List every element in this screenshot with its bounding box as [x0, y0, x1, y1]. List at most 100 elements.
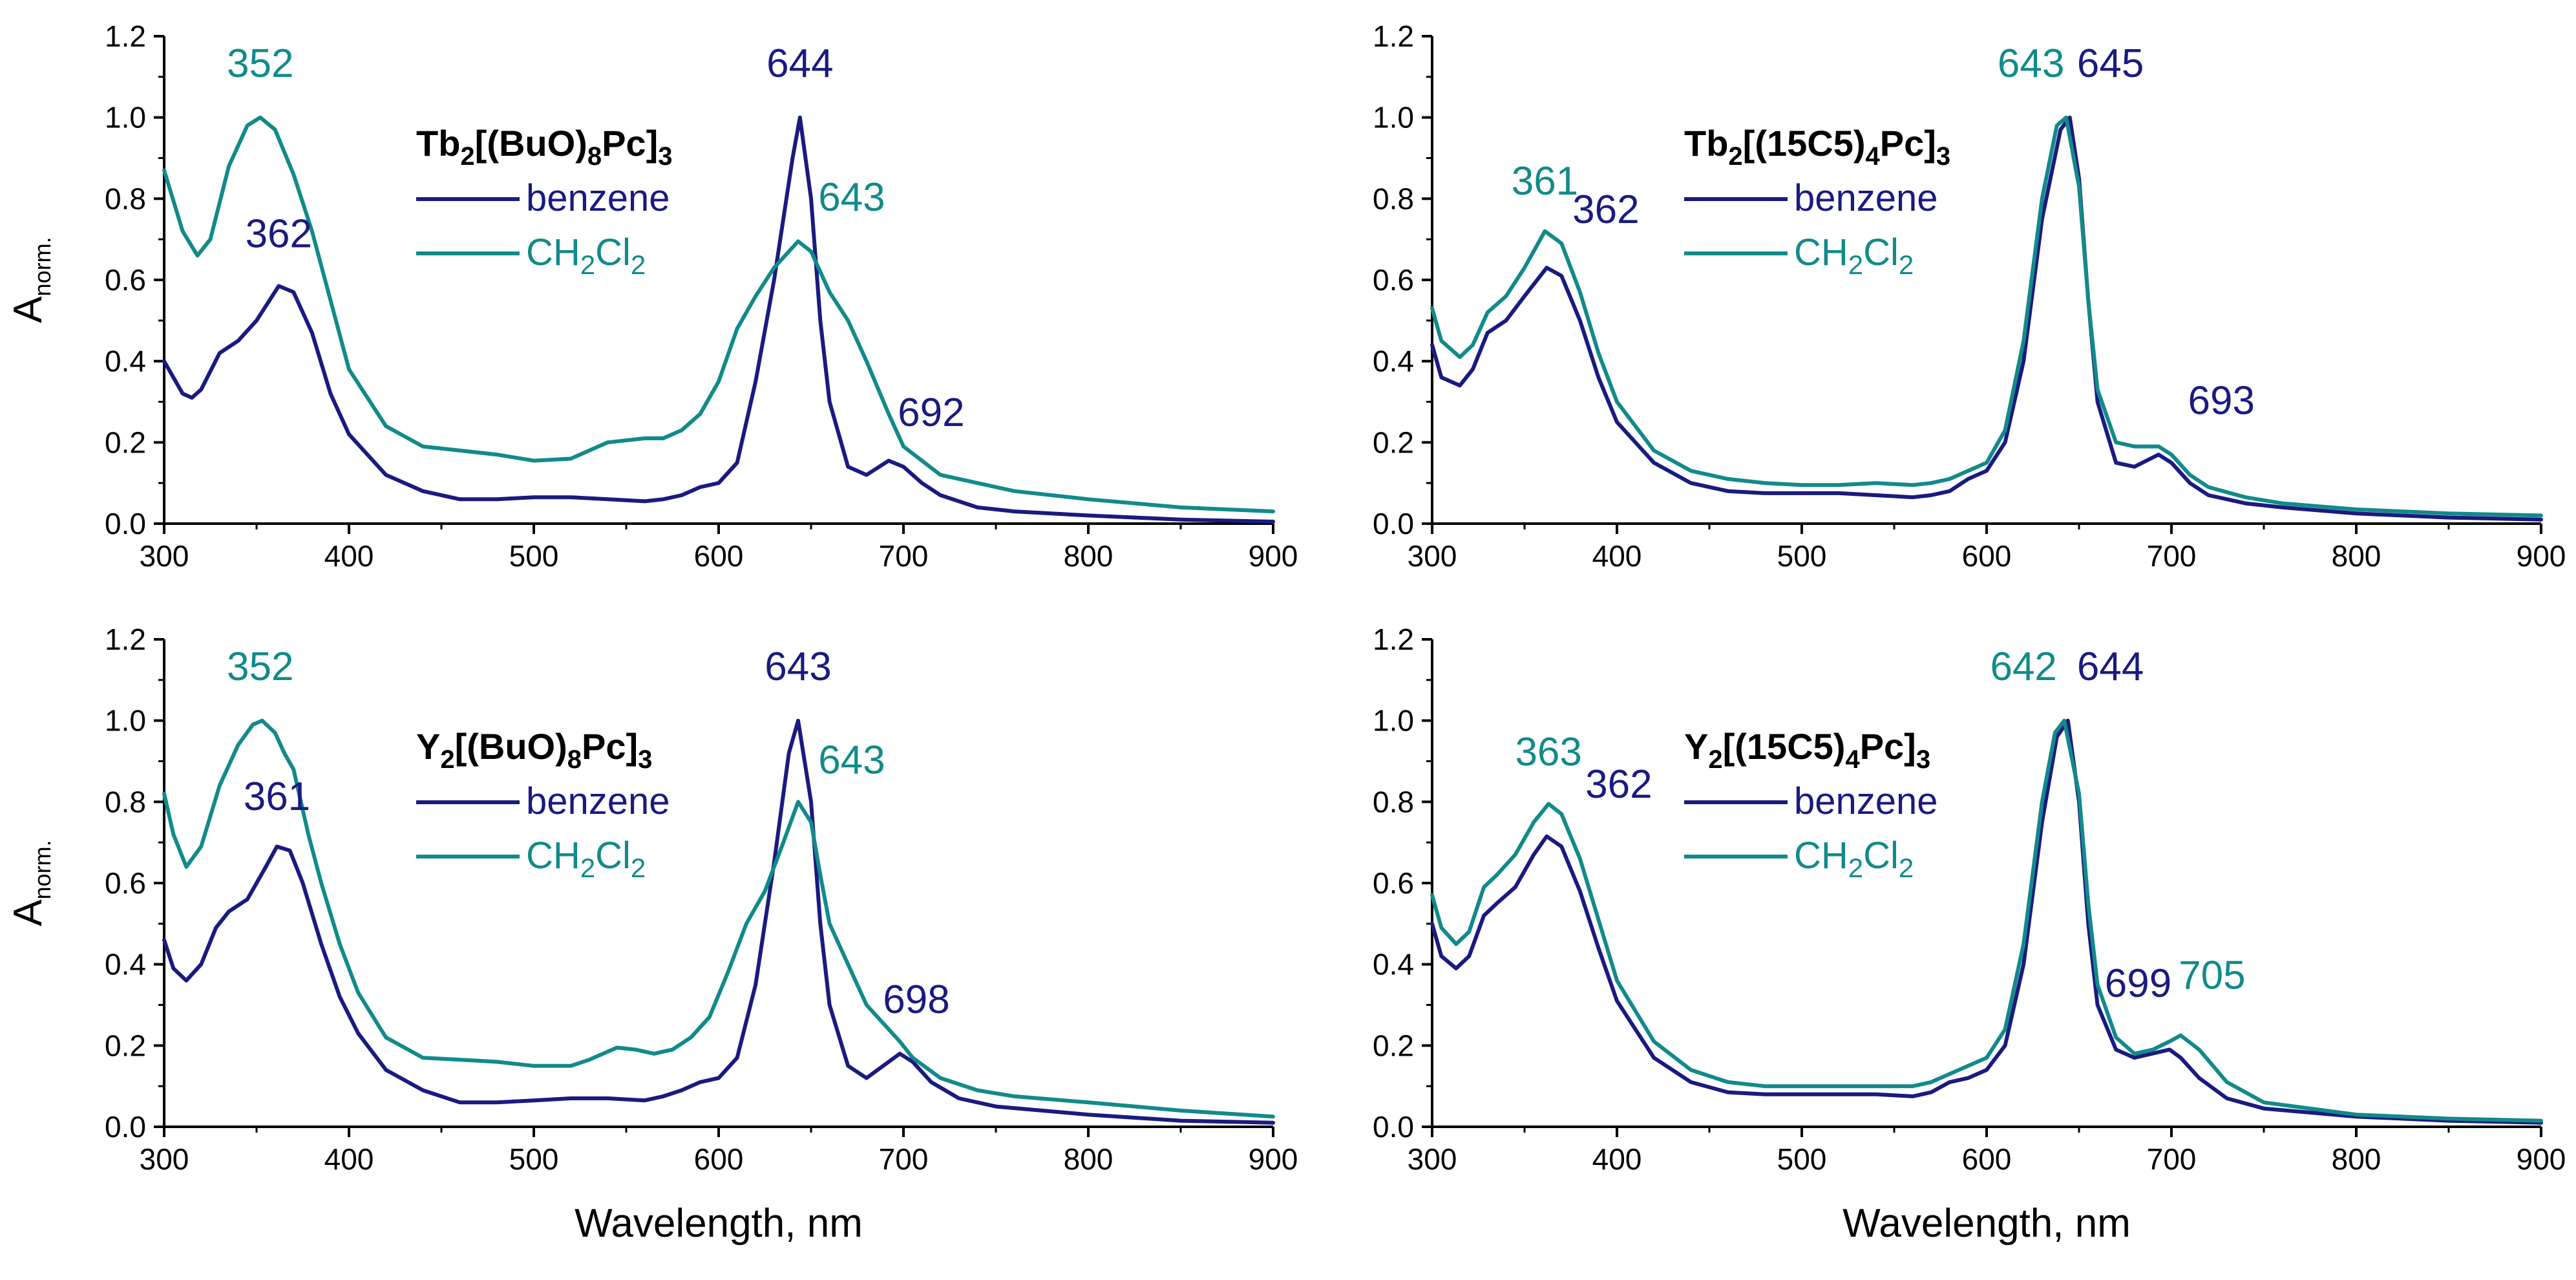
y-tick-label: 0.8 — [1373, 182, 1414, 215]
peak-label: 693 — [2188, 378, 2254, 423]
y-axis-title-sub: norm. — [29, 237, 56, 296]
text-part: benzene — [526, 780, 670, 822]
series-line-benzene — [162, 718, 1275, 1125]
text-part: benzene — [1794, 780, 1938, 822]
text-part: Y — [416, 726, 440, 767]
legend-label-ch2cl2: CH2Cl2 — [1794, 231, 1914, 280]
text-part: Cl — [595, 835, 631, 877]
legend-label-benzene: benzene — [1794, 780, 1938, 822]
y-axis-title-sub: norm. — [29, 840, 56, 899]
peak-label: 692 — [898, 390, 964, 435]
legend-label-benzene: benzene — [526, 780, 670, 822]
peak-label: 643 — [765, 645, 831, 689]
subscript: 2 — [1899, 250, 1914, 280]
y-tick-label: 0.2 — [105, 1029, 146, 1062]
peak-label: 643 — [1998, 41, 2064, 86]
peak-label: 644 — [2077, 645, 2144, 689]
x-axis-title: Wavelength, nm — [1842, 1201, 2131, 1246]
x-axis-title: Wavelength, nm — [575, 1201, 863, 1246]
subscript: 3 — [1936, 142, 1950, 171]
text-part: Pc] — [1880, 123, 1936, 164]
subscript: 2 — [580, 853, 595, 883]
x-tick-label: 800 — [1064, 539, 1114, 573]
text-part: Cl — [595, 231, 631, 273]
peak-label: 361 — [244, 774, 310, 819]
x-tick-label: 900 — [2517, 539, 2566, 573]
x-tick-label: 400 — [324, 539, 374, 573]
text-part: Tb — [1684, 123, 1728, 164]
compound-label: Y2[(15C5)4Pc]3 — [1684, 726, 1930, 774]
compound-label: Y2[(BuO)8Pc]3 — [416, 726, 652, 774]
text-part: Cl — [1863, 231, 1899, 273]
x-tick-label: 400 — [324, 1142, 374, 1176]
peak-label: 645 — [2077, 41, 2144, 86]
subscript: 2 — [631, 250, 646, 280]
peak-label: 643 — [818, 738, 885, 782]
y-tick-label: 0.8 — [1373, 785, 1414, 818]
y-tick-label: 0.4 — [105, 948, 146, 981]
peak-label: 705 — [2179, 953, 2245, 997]
panel-bottom-left: 300 400 500 600 700 800 900 0.0 0.2 0.4 0.6 0.8 1.0 1… — [6, 623, 1298, 1246]
y-tick-label: 1.2 — [105, 19, 146, 53]
x-tick-label: 900 — [2517, 1142, 2566, 1176]
peak-label: 363 — [1515, 730, 1581, 774]
peak-label: 643 — [818, 175, 885, 220]
y-tick-label: 1.2 — [1373, 19, 1414, 53]
x-tick-label: 400 — [1592, 539, 1642, 573]
subscript: 2 — [1728, 142, 1742, 171]
text-part: Pc] — [602, 123, 658, 164]
y-tick-label: 0.0 — [105, 507, 146, 540]
x-tick-label: 500 — [1777, 1142, 1827, 1176]
peak-label: 699 — [2105, 961, 2171, 1006]
peak-label: 698 — [883, 977, 949, 1022]
x-tick-label: 500 — [509, 1142, 559, 1176]
x-tick-label: 500 — [1777, 539, 1827, 573]
legend-label-ch2cl2: CH2Cl2 — [526, 835, 646, 883]
y-tick-label: 1.2 — [1373, 623, 1414, 656]
text-part: CH — [526, 231, 580, 273]
series-line-ch2cl2 — [1430, 718, 2543, 1123]
peak-label: 642 — [1990, 645, 2056, 689]
text-part: CH — [1794, 835, 1848, 877]
subscript: 8 — [567, 745, 582, 774]
y-tick-label: 0.2 — [105, 425, 146, 459]
y-axis-title: Anorm. — [6, 237, 56, 323]
y-axis-title: Anorm. — [6, 840, 56, 926]
text-part: Y — [1684, 726, 1708, 767]
text-part: Tb — [416, 123, 460, 164]
x-tick-label: 600 — [694, 1142, 744, 1176]
x-tick-label: 800 — [2332, 539, 2381, 573]
text-part: [(BuO) — [475, 123, 587, 164]
y-tick-label: 0.0 — [1373, 1110, 1414, 1144]
legend-label-ch2cl2: CH2Cl2 — [1794, 835, 1914, 883]
text-part: CH — [526, 835, 580, 877]
y-tick-label: 1.0 — [105, 704, 146, 738]
y-axis-title-main: A — [6, 296, 50, 323]
text-part: benzene — [1794, 177, 1938, 219]
x-tick-label: 600 — [1962, 1142, 2012, 1176]
y-tick-label: 0.2 — [1373, 425, 1414, 459]
subscript: 2 — [1899, 853, 1914, 883]
legend-label-benzene: benzene — [1794, 177, 1938, 219]
x-tick-label: 600 — [694, 539, 744, 573]
x-tick-label: 700 — [2147, 1142, 2197, 1176]
x-tick-label: 700 — [879, 539, 929, 573]
peak-label: 362 — [246, 212, 312, 257]
subscript: 2 — [460, 142, 474, 171]
peak-label: 644 — [766, 41, 833, 86]
text-part: benzene — [526, 177, 670, 219]
x-tick-label: 900 — [1249, 539, 1298, 573]
y-tick-label: 0.6 — [1373, 263, 1414, 297]
text-part: Pc] — [1860, 726, 1916, 767]
x-tick-label: 300 — [1408, 539, 1457, 573]
subscript: 2 — [580, 250, 595, 280]
x-tick-label: 400 — [1592, 1142, 1642, 1176]
subscript: 2 — [631, 853, 646, 883]
subscript: 2 — [1848, 250, 1863, 280]
text-part: [(15C5) — [1743, 123, 1866, 164]
panel-top-left: 300 400 500 600 700 800 900 0.0 0.2 0.4 0.6 0.8 1.0 1… — [6, 19, 1298, 573]
y-tick-label: 0.8 — [105, 785, 146, 818]
y-tick-label: 0.8 — [105, 182, 146, 215]
subscript: 3 — [638, 745, 652, 774]
